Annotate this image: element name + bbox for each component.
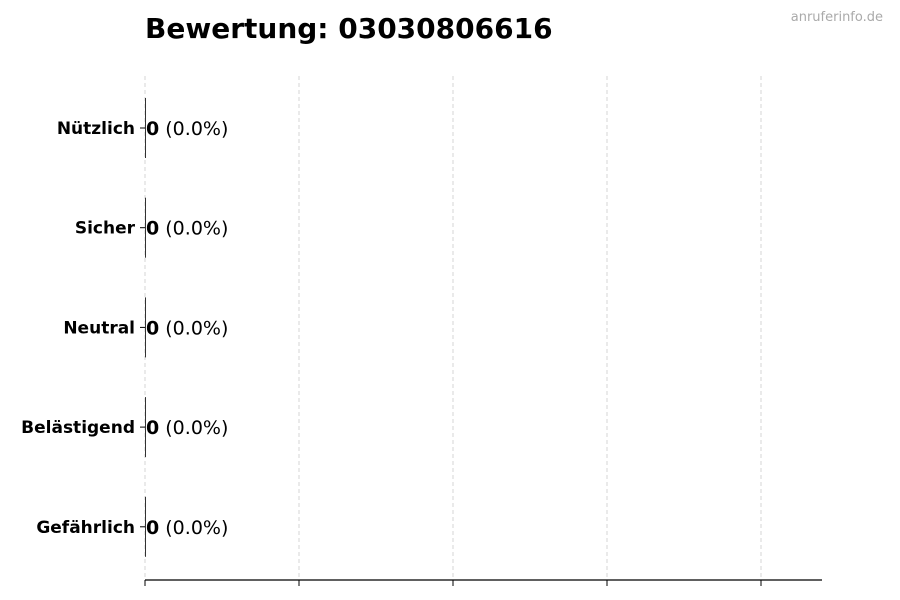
value-label: 0 bbox=[146, 417, 159, 439]
percent-label: (0.0%) bbox=[159, 218, 228, 240]
y-tick-label: Nützlich bbox=[57, 119, 135, 139]
bar bbox=[145, 496, 146, 557]
data-label: 0 (0.0%) bbox=[146, 517, 228, 539]
bar bbox=[145, 197, 146, 258]
percent-label: (0.0%) bbox=[159, 317, 228, 339]
y-tick-label: Neutral bbox=[63, 318, 135, 338]
value-label: 0 bbox=[146, 317, 159, 339]
bar bbox=[145, 98, 146, 158]
watermark: anruferinfo.de bbox=[790, 10, 883, 25]
percent-label: (0.0%) bbox=[159, 118, 228, 140]
value-label: 0 bbox=[146, 118, 159, 140]
value-label: 0 bbox=[146, 218, 159, 240]
data-label: 0 (0.0%) bbox=[146, 317, 228, 339]
data-label: 0 (0.0%) bbox=[146, 218, 228, 240]
y-tick-label: Gefährlich bbox=[36, 518, 135, 538]
percent-label: (0.0%) bbox=[159, 417, 228, 439]
bar bbox=[145, 297, 146, 358]
y-tick-label: Sicher bbox=[75, 219, 136, 239]
data-label: 0 (0.0%) bbox=[146, 118, 228, 140]
chart-title: Bewertung: 03030806616 bbox=[145, 12, 553, 45]
data-label: 0 (0.0%) bbox=[146, 417, 228, 439]
value-label: 0 bbox=[146, 517, 159, 539]
bar bbox=[145, 397, 146, 458]
y-tick-label: Belästigend bbox=[21, 418, 135, 438]
percent-label: (0.0%) bbox=[159, 517, 228, 539]
